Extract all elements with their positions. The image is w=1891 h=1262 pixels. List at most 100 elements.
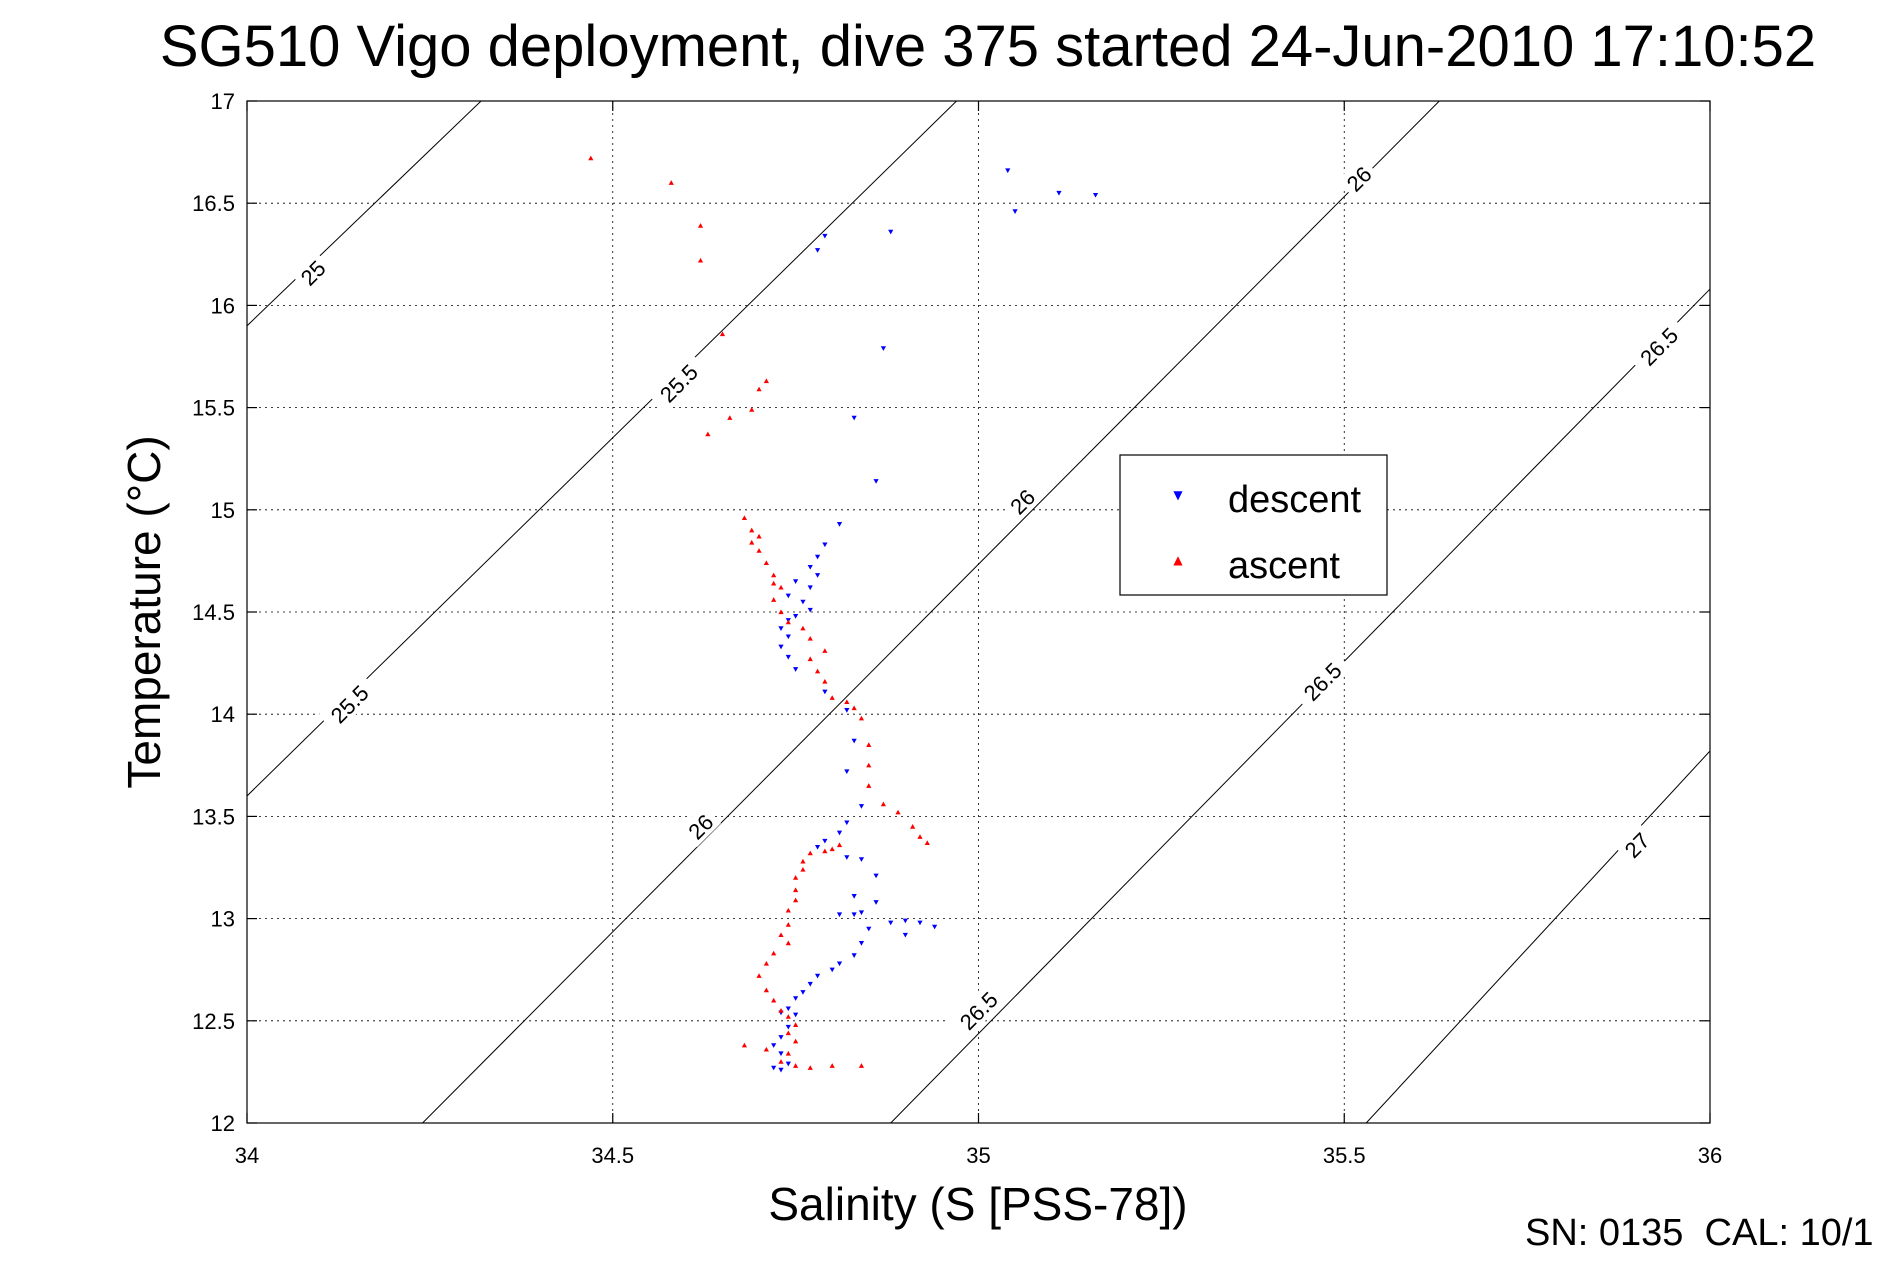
y-tick-label: 14 xyxy=(211,702,235,727)
descent-point xyxy=(844,769,850,775)
descent-point xyxy=(844,820,850,826)
y-tick-label: 16 xyxy=(211,293,235,318)
descent-point xyxy=(785,654,791,660)
ascent-point xyxy=(771,572,777,578)
descent-point xyxy=(778,644,784,650)
contour-label-background xyxy=(678,804,722,848)
ascent-point xyxy=(793,887,799,893)
ascent-point xyxy=(793,1038,799,1044)
ascent-point xyxy=(807,635,813,641)
ascent-point xyxy=(756,386,762,392)
descent-point xyxy=(807,564,813,570)
ascent-point xyxy=(756,973,762,978)
ascent-point xyxy=(785,1030,791,1036)
x-tick-label: 35 xyxy=(966,1143,990,1168)
contour-line-26-5 xyxy=(890,288,1710,1123)
axis-ticks: 34 34.5 35 35.5 36 12 12.5 13 13.5 14 14.5 15 15.5 16… xyxy=(192,89,1722,1168)
descent-point xyxy=(807,981,813,987)
ascent-point xyxy=(924,840,930,846)
contour-line-26 xyxy=(422,101,1440,1123)
descent-point xyxy=(814,248,821,253)
data-series xyxy=(588,155,1099,1073)
ascent-point xyxy=(866,783,872,788)
descent-point xyxy=(814,573,821,578)
descent-point xyxy=(785,1024,791,1030)
ascent-point xyxy=(829,1063,835,1068)
descent-point xyxy=(888,920,894,926)
descent-point xyxy=(902,918,908,924)
contour-label-background xyxy=(1000,479,1043,523)
ascent-point xyxy=(778,609,784,615)
ascent-point xyxy=(793,875,799,880)
descent-point xyxy=(807,607,813,613)
ascent-point xyxy=(866,762,872,768)
legend-marker-descent: ▼ xyxy=(1173,488,1183,502)
ascent-point xyxy=(880,801,887,807)
descent-point xyxy=(778,1035,784,1040)
ascent-point xyxy=(771,997,777,1003)
descent-point xyxy=(851,738,857,744)
ascent-point xyxy=(785,922,791,927)
descent-point xyxy=(851,953,857,958)
descent-point xyxy=(836,522,843,527)
descent-point xyxy=(851,912,857,918)
ascent-point xyxy=(866,742,872,747)
ascent-point xyxy=(771,580,777,586)
ascent-point xyxy=(763,560,769,566)
ascent-point xyxy=(697,257,704,263)
contour-line-25 xyxy=(247,101,482,327)
descent-point xyxy=(873,873,879,879)
ascent-point xyxy=(741,1042,748,1048)
ascent-point xyxy=(697,223,704,228)
ascent-point xyxy=(800,858,806,864)
x-tick-label: 34.5 xyxy=(591,1143,634,1168)
y-tick-label: 15 xyxy=(211,498,235,523)
ascent-point xyxy=(785,1050,791,1056)
descent-point xyxy=(814,844,821,850)
descent-point xyxy=(807,585,813,591)
ascent-point xyxy=(822,648,828,653)
descent-point xyxy=(836,830,843,836)
ascent-point xyxy=(763,960,769,966)
descent-point xyxy=(793,996,799,1001)
ascent-point xyxy=(756,533,762,539)
descent-point xyxy=(917,920,923,926)
descent-point xyxy=(793,667,799,672)
contour-label-background xyxy=(1614,823,1658,866)
descent-point xyxy=(778,1067,784,1073)
series-ascent xyxy=(588,155,930,1070)
ascent-point xyxy=(793,897,799,903)
x-tick-label: 34 xyxy=(235,1143,259,1168)
descent-point xyxy=(785,1061,791,1067)
descent-point xyxy=(785,593,791,599)
contour-label-background xyxy=(290,250,334,294)
ascent-point xyxy=(719,331,726,337)
descent-point xyxy=(822,838,828,844)
ascent-point xyxy=(756,548,762,553)
ascent-point xyxy=(778,1059,784,1064)
ascent-point xyxy=(858,715,865,721)
ascent-point xyxy=(822,848,828,854)
descent-point xyxy=(800,990,806,995)
descent-point xyxy=(866,926,872,932)
descent-point xyxy=(873,900,879,905)
ascent-point xyxy=(800,625,806,631)
descent-point xyxy=(829,967,835,973)
legend: ▼ descent ▲ ascent xyxy=(1119,454,1388,596)
legend-marker-ascent: ▲ xyxy=(1173,553,1183,567)
descent-point xyxy=(771,1043,777,1048)
ascent-point xyxy=(771,597,777,602)
ascent-point xyxy=(749,527,755,533)
descent-point xyxy=(844,855,850,860)
ascent-point xyxy=(793,1063,799,1068)
descent-point xyxy=(858,804,865,809)
ascent-point xyxy=(844,699,850,705)
y-tick-label: 14.5 xyxy=(192,600,235,625)
descent-point xyxy=(836,912,843,918)
series-descent xyxy=(771,168,1099,1073)
descent-point xyxy=(793,614,799,619)
x-tick-label: 36 xyxy=(1698,1143,1722,1168)
ascent-point xyxy=(829,695,835,700)
ascent-point xyxy=(763,987,769,993)
contour-label-background xyxy=(1336,156,1380,200)
